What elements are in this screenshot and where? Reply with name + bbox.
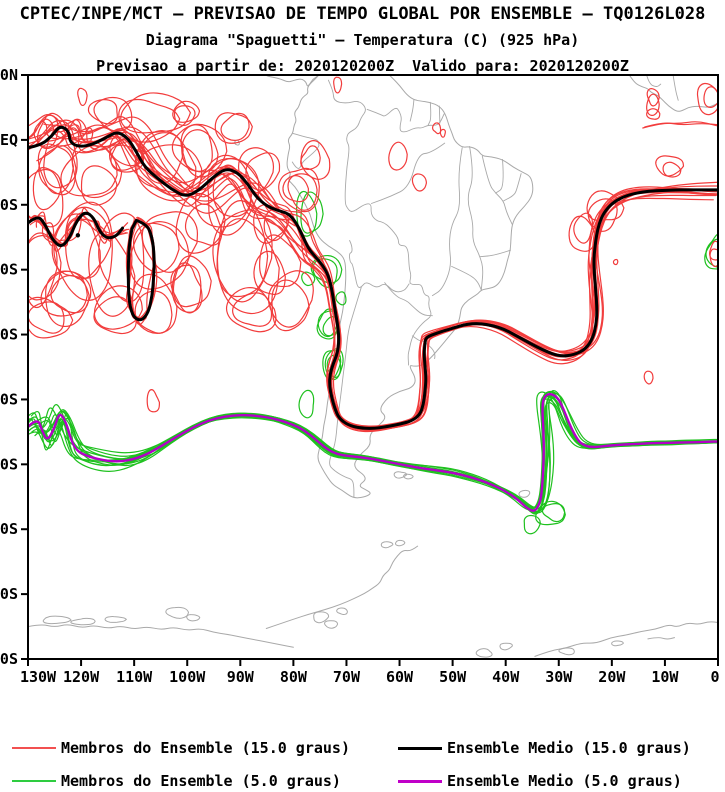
svg-text:130W: 130W xyxy=(20,668,57,686)
svg-text:70W: 70W xyxy=(333,668,361,686)
legend-item-mean-5c: Ensemble Medio (5.0 graus) xyxy=(398,770,682,792)
legend-label: Ensemble Medio (5.0 graus) xyxy=(447,772,682,790)
svg-text:70S: 70S xyxy=(0,585,18,603)
svg-text:0: 0 xyxy=(710,668,719,686)
svg-text:60S: 60S xyxy=(0,520,18,538)
svg-text:50W: 50W xyxy=(439,668,467,686)
members-15c-line-swatch xyxy=(12,747,56,749)
legend-label: Membros do Ensemble (5.0 graus) xyxy=(61,772,341,790)
legend-label: Membros do Ensemble (15.0 graus) xyxy=(61,739,350,757)
svg-text:EQ: EQ xyxy=(0,131,18,149)
svg-text:110W: 110W xyxy=(116,668,153,686)
svg-text:50S: 50S xyxy=(0,455,18,473)
svg-text:60W: 60W xyxy=(386,668,414,686)
svg-text:100W: 100W xyxy=(169,668,206,686)
spaghetti-map-canvas: 130W 120W 110W 100W 90W 80W 70W 60W 50W 40W 30W 20W… xyxy=(0,66,720,686)
page-subtitle: Diagrama "Spaguetti" — Temperatura (C) (… xyxy=(145,31,580,49)
members-5c-line-swatch xyxy=(12,780,56,782)
svg-text:30S: 30S xyxy=(0,326,18,344)
svg-text:10N: 10N xyxy=(0,66,18,84)
svg-text:80W: 80W xyxy=(280,668,308,686)
mean-5c-line-swatch xyxy=(398,779,442,783)
svg-text:20W: 20W xyxy=(598,668,626,686)
forecast-valid-dates: Previsao a partir de: 2020120200Z Valido… xyxy=(96,57,629,75)
mean-15c-line-swatch xyxy=(398,746,442,750)
page-title: CPTEC/INPE/MCT — PREVISAO DE TEMPO GLOBA… xyxy=(19,4,706,24)
svg-text:80S: 80S xyxy=(0,650,18,668)
legend-item-mean-15c: Ensemble Medio (15.0 graus) xyxy=(398,737,691,759)
legend-row-15c: Membros do Ensemble (15.0 graus) Ensembl… xyxy=(0,737,725,759)
svg-text:20S: 20S xyxy=(0,261,18,279)
svg-text:40W: 40W xyxy=(492,668,520,686)
legend-item-members-15c: Membros do Ensemble (15.0 graus) xyxy=(12,737,350,759)
svg-text:90W: 90W xyxy=(227,668,255,686)
svg-text:40S: 40S xyxy=(0,390,18,408)
legend-row-5c: Membros do Ensemble (5.0 graus) Ensemble… xyxy=(0,770,725,792)
svg-text:30W: 30W xyxy=(545,668,573,686)
legend-label: Ensemble Medio (15.0 graus) xyxy=(447,739,691,757)
svg-text:10W: 10W xyxy=(651,668,679,686)
legend-item-members-5c: Membros do Ensemble (5.0 graus) xyxy=(12,770,341,792)
svg-text:10S: 10S xyxy=(0,196,18,214)
svg-text:120W: 120W xyxy=(63,668,100,686)
